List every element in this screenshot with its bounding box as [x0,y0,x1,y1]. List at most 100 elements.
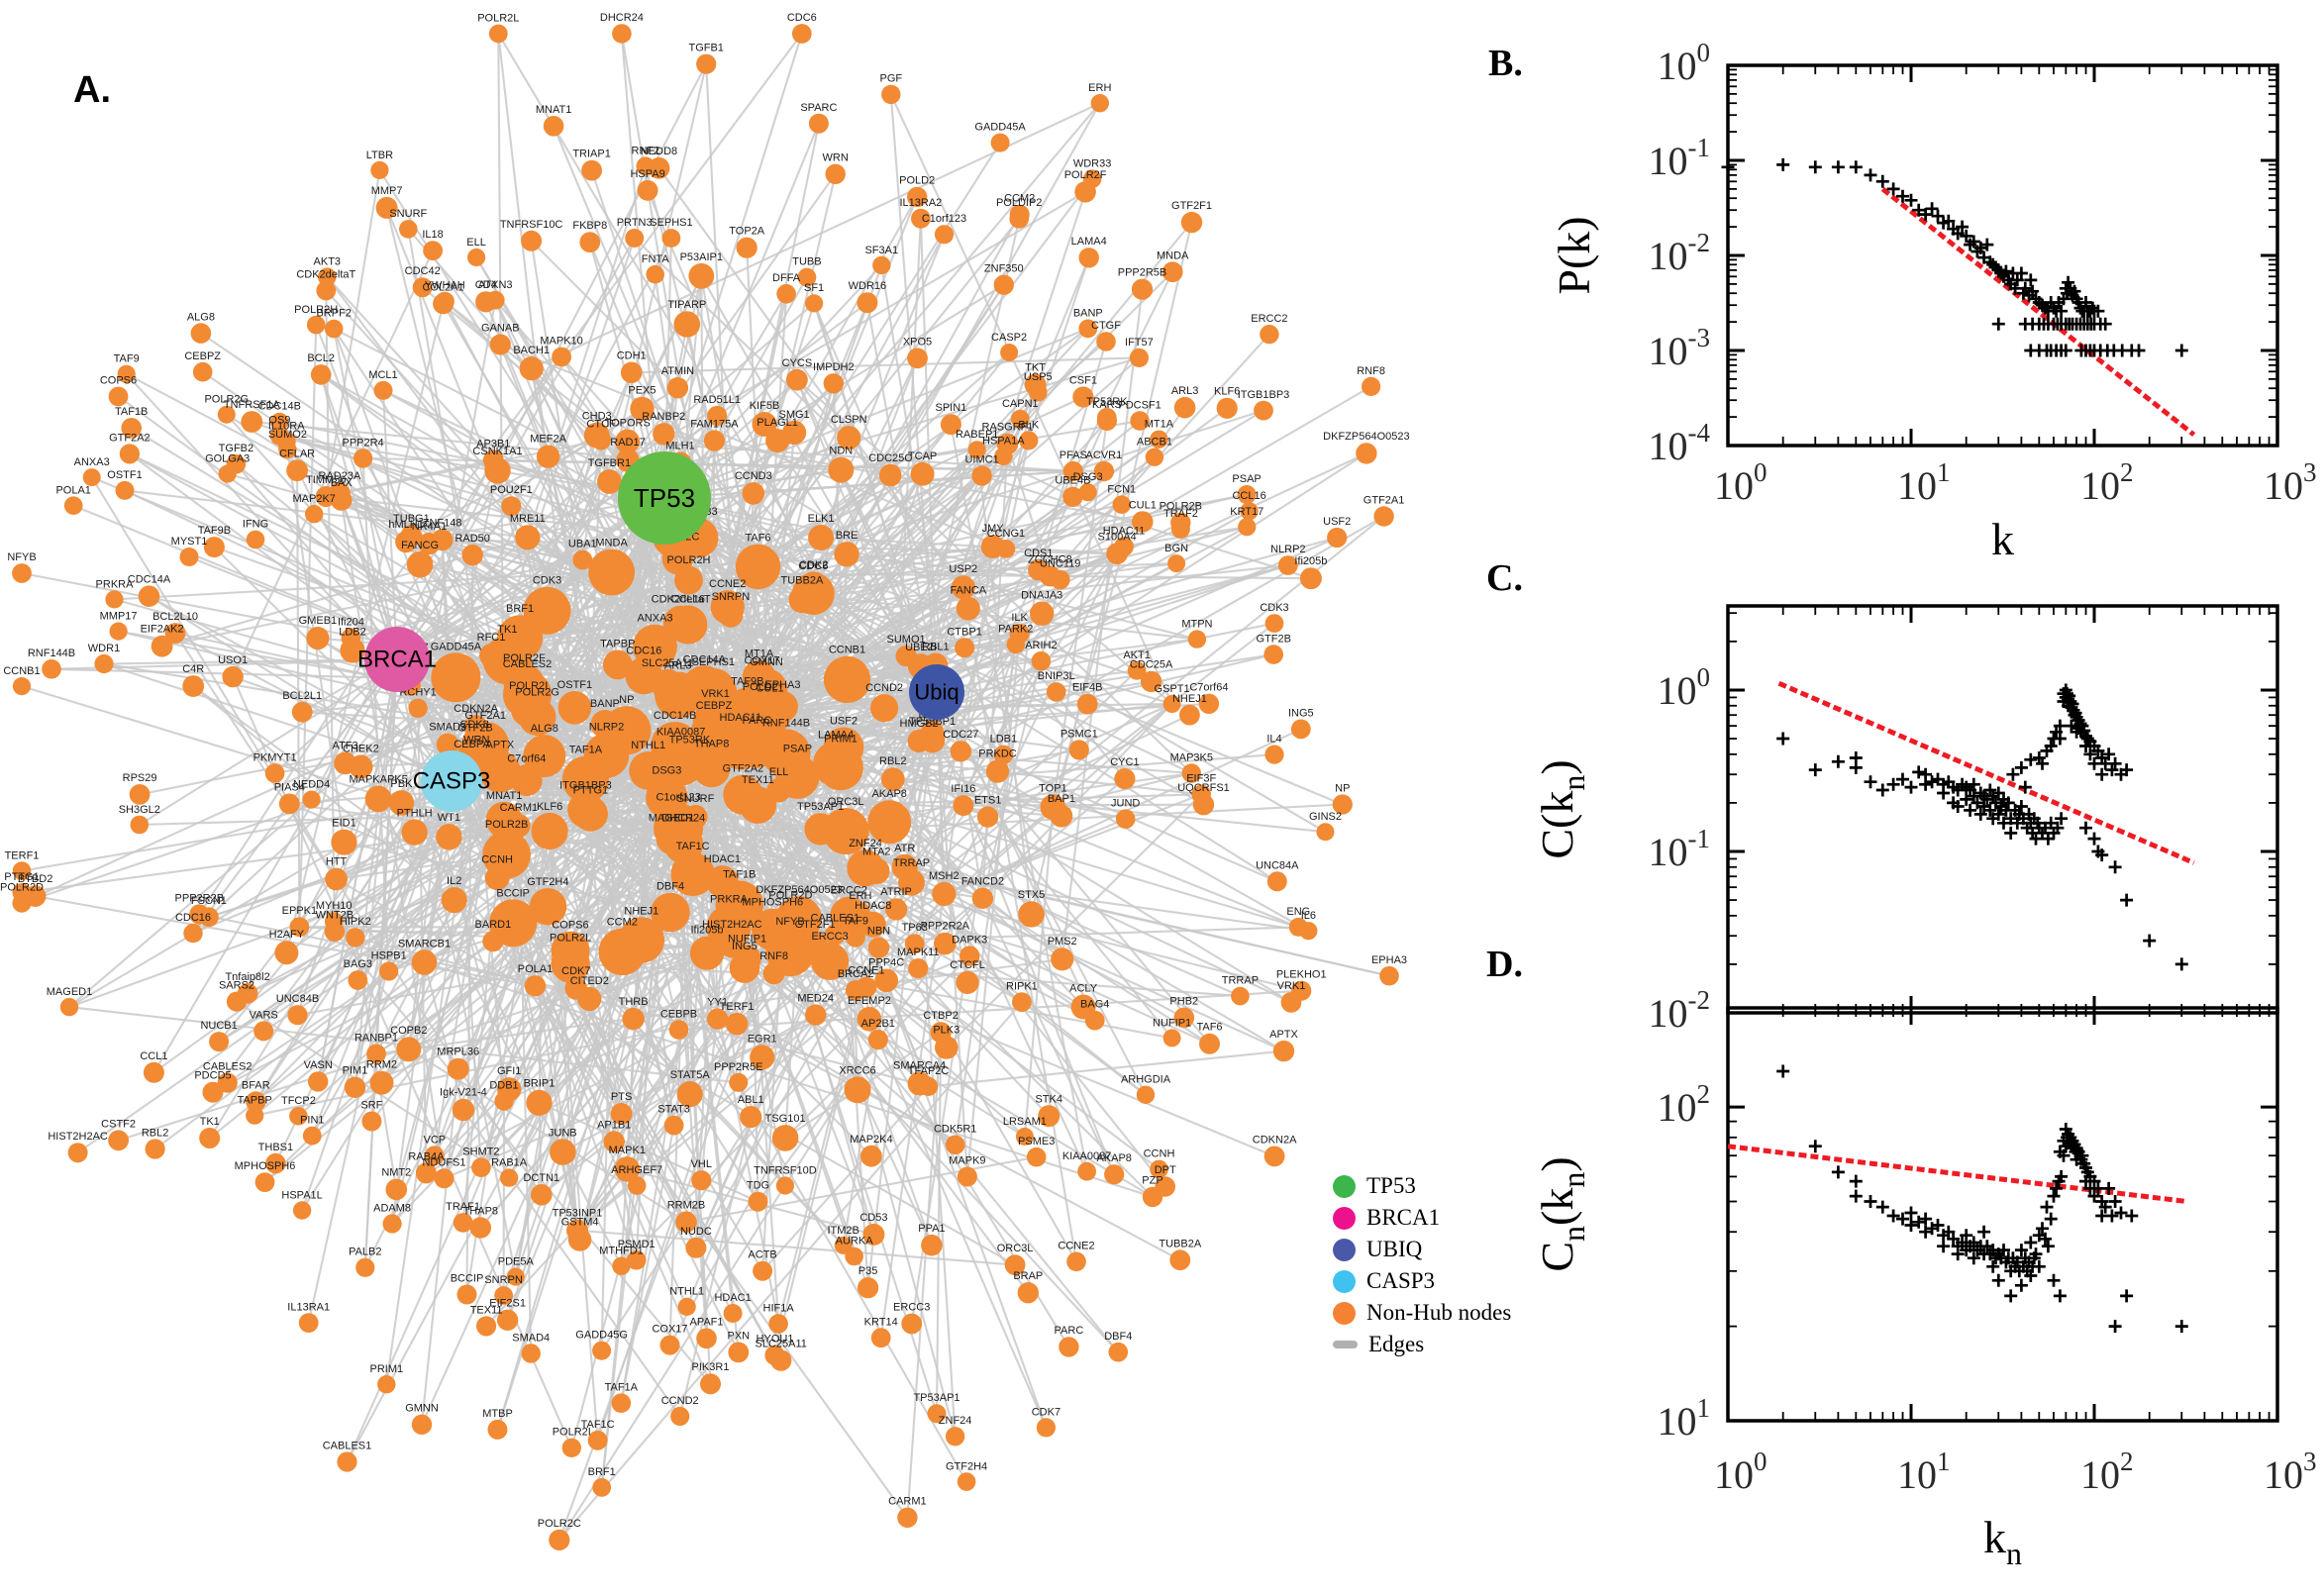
gene-label: PDE5A [498,1255,535,1267]
non-hub-node [1199,1033,1220,1054]
gene-label: RASGRF1 [982,422,1034,434]
ubiq-swatch-icon [1333,1238,1356,1261]
gene-label: CHD3 [582,411,612,423]
non-hub-node [434,1168,454,1189]
non-hub-node [1272,1040,1295,1062]
axis-tick-label: 101 [1897,457,1951,508]
non-hub-node [521,230,543,251]
gene-label: KIAA0087 [656,727,706,739]
non-hub-node [1051,948,1074,971]
non-hub-node [636,156,656,176]
gene-label: CEBPA [454,739,490,750]
non-hub-node [627,1176,647,1195]
non-hub-node [729,952,760,983]
gene-label: PIAS4 [274,782,305,794]
non-hub-node [990,133,1010,152]
gene-label: MTBP [482,1408,513,1420]
gene-label: C7orf64 [1189,682,1228,694]
gene-label: COX17 [744,654,779,666]
non-hub-node [803,931,828,955]
non-hub-node [661,229,681,248]
non-hub-node [921,720,944,744]
non-hub-node [718,931,746,958]
gene-label: UBA1 [568,539,597,550]
axis-tick-label: 10-2 [1649,985,1711,1036]
axis-tick-label: 102 [2080,1446,2134,1497]
gene-label: IFNG [243,519,268,531]
axis-title: P(k) [1549,216,1599,294]
gene-label: NMT2 [381,1167,411,1179]
non-hub-node [884,898,908,921]
non-hub-node [379,961,399,981]
gene-label: LRSAM1 [1003,1116,1047,1128]
non-hub-node [1019,431,1039,450]
non-hub-node [956,596,980,621]
gene-label: P53AIP1 [680,251,723,263]
gene-label: Tnfaip8l2 [225,971,269,983]
gene-label: FNTA [642,253,670,265]
gene-label: CHEK2 [343,744,379,755]
gene-label: EIF4B [1072,682,1103,694]
gene-label: CEBPZ [184,350,221,362]
gene-label: CDK2deltaT [652,594,711,606]
non-hub-node [1162,261,1183,283]
gene-label: RBL2 [879,755,907,767]
non-hub-node [993,745,1014,764]
gene-label: GTF2A2 [109,432,151,444]
gene-label: APTX [1269,1029,1298,1041]
non-hub-node [1000,344,1019,361]
non-hub-node [791,24,812,44]
non-hub-node [930,1022,952,1044]
gene-label: CDC14B [654,710,696,722]
non-hub-node [264,763,285,783]
fit-line [1880,186,2196,438]
non-hub-node [776,284,796,304]
non-hub-node [626,1250,647,1270]
gene-label: GTF2B [457,722,492,734]
non-hub-node [897,1507,918,1529]
gene-label: CDK2 [799,559,828,571]
non-hub-node [1131,278,1154,300]
gene-label: DHCR24 [600,12,644,24]
non-hub-node [823,655,871,704]
gene-label: STX5 [1018,889,1046,901]
edge-swatch-icon [1333,1341,1358,1348]
non-hub-node [475,291,497,313]
gene-label: GTF2A2 [723,763,764,775]
non-hub-node [748,1191,768,1212]
gene-label: NDN [829,446,853,457]
gene-label: Igk-V21-4 [440,1087,487,1099]
gene-label: ITGB1BP3 [559,780,612,792]
gene-label: DBF4 [656,881,684,893]
gene-label: AKT3 [314,256,342,268]
non-hub-node [452,1098,475,1122]
non-hub-node [1036,1418,1056,1438]
gene-label: DKFZP564O0523 [756,884,842,896]
non-hub-node [1012,992,1032,1012]
non-hub-node [870,1328,891,1348]
gene-label: CSF1 [1069,374,1097,386]
gene-label: MAP2K7 [292,493,335,505]
hub-label-ubiq: Ubiq [914,680,959,705]
gene-label: HIPK2 [340,916,371,928]
non-hub-node [531,1184,553,1206]
gene-label: NHEJ1 [624,905,658,917]
non-hub-node [691,1170,712,1191]
gene-label: KIF5B [750,400,780,412]
gene-label: CDC42 [405,265,441,277]
non-hub-node [151,635,173,657]
non-hub-node [579,232,601,253]
non-hub-node [1192,794,1215,816]
axis-tick-label: 102 [2080,457,2134,508]
gene-label: TAF1A [605,1381,639,1393]
gene-label: CITED2 [570,975,609,987]
non-hub-node [1231,986,1250,1006]
non-hub-node [1115,809,1136,829]
gene-label: XRCC6 [839,1064,875,1076]
non-hub-node [587,1430,608,1450]
gene-label: XPO5 [903,336,932,348]
gene-label: TNFRSF1A [224,399,281,411]
legend-item-nonhub: Non-Hub nodes [1333,1297,1511,1329]
non-hub-node [921,1234,943,1256]
